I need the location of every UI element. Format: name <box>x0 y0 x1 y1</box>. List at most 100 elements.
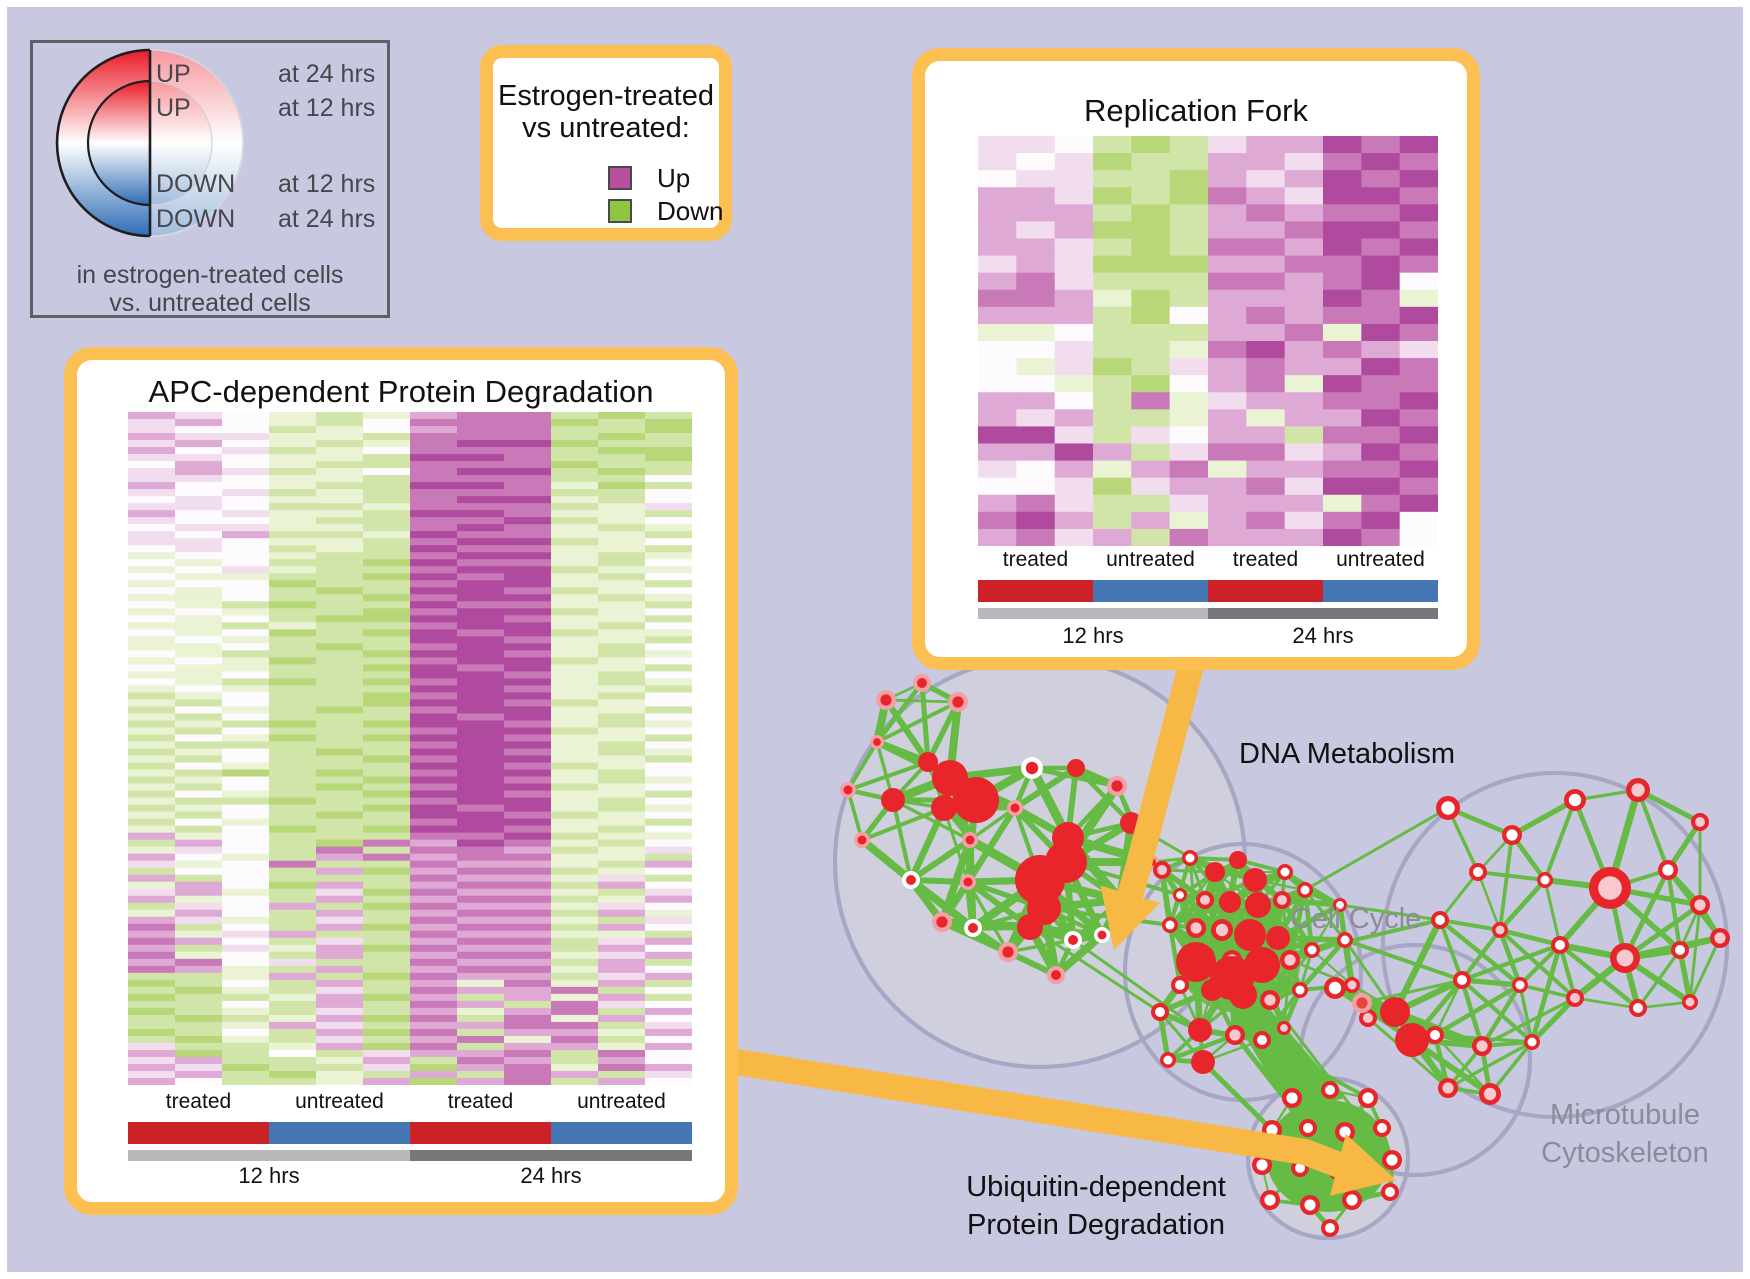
heatmap-cell <box>222 965 270 974</box>
heatmap-cell <box>175 951 223 960</box>
heatmap-cell <box>128 433 176 441</box>
heatmap-cell <box>1399 306 1438 325</box>
heatmap-cell <box>269 888 317 897</box>
heatmap-cell <box>645 881 692 890</box>
heatmap-cell <box>598 426 646 434</box>
heatmap-cell <box>1284 187 1324 205</box>
heatmap-cell <box>222 720 270 729</box>
network-node-core <box>1483 1087 1497 1101</box>
heatmap-cell <box>598 545 646 553</box>
heatmap-cell <box>1284 306 1324 325</box>
heatmap-cell <box>222 944 270 953</box>
heatmap-cell <box>457 475 505 483</box>
heatmap-cell <box>551 650 599 658</box>
heatmap-cell <box>598 517 646 525</box>
heatmap-cell <box>551 524 599 532</box>
heatmap-cell <box>222 685 270 694</box>
heatmap-cell <box>457 468 505 476</box>
heatmap-cell <box>269 755 317 764</box>
heatmap-cell <box>1323 426 1362 445</box>
heatmap-cell <box>222 650 270 658</box>
heatmap-cell <box>551 657 599 665</box>
network-edge <box>968 806 1017 842</box>
heatmap-cell <box>1093 170 1132 188</box>
heatmap-cell <box>598 937 646 946</box>
heatmap-cell <box>316 944 364 953</box>
heatmap-cell <box>645 902 692 911</box>
network-edge <box>874 680 925 745</box>
heatmap-cell <box>1208 272 1247 291</box>
heatmap-cell <box>316 587 364 595</box>
heatmap-cell <box>598 587 646 595</box>
heatmap-cell <box>363 972 411 981</box>
heatmap-cell <box>128 692 176 701</box>
heatmap-cell <box>175 734 223 743</box>
heatmap-cell <box>598 1007 646 1016</box>
heatmap-cell <box>269 573 317 581</box>
heatmap-cell <box>222 1070 270 1079</box>
heatmap-cell <box>1361 477 1401 496</box>
heatmap-cell <box>598 538 646 546</box>
heatmap-cell <box>316 1035 364 1044</box>
heatmap-cell <box>551 902 599 911</box>
heatmap-cell <box>222 433 270 441</box>
heatmap-cell <box>1246 272 1286 291</box>
heatmap-cell <box>1323 238 1362 257</box>
network-node <box>1017 914 1043 940</box>
heatmap-cell <box>316 1056 364 1065</box>
heatmap-cell <box>316 727 364 736</box>
heatmap-cell <box>222 916 270 925</box>
network-edge <box>845 759 931 793</box>
heatmap-cell <box>504 944 552 953</box>
heatmap-cell <box>316 531 364 539</box>
heatmap-cell <box>598 776 646 785</box>
heatmap-cell <box>504 930 552 939</box>
heatmap-cell <box>316 692 364 701</box>
heatmap-cell <box>551 909 599 918</box>
down-color-swatch <box>608 199 632 223</box>
heatmap-cell <box>128 1021 176 1030</box>
heatmap-cell <box>551 622 599 630</box>
heatmap-cell <box>269 685 317 694</box>
heatmap-cell <box>222 657 270 665</box>
heatmap-cell <box>269 783 317 792</box>
heatmap-cell <box>128 755 176 764</box>
network-node-core <box>1157 865 1167 875</box>
heatmap-cell <box>1399 375 1438 393</box>
network-node <box>1266 926 1290 950</box>
heatmap-cell <box>222 979 270 988</box>
heatmap-cell <box>363 678 411 687</box>
heatmap-cell <box>551 482 599 490</box>
heatmap-cell <box>1361 136 1401 154</box>
heatmap-cell <box>1208 170 1247 188</box>
heatmap-cell <box>504 538 552 546</box>
network-edge <box>846 788 864 842</box>
heatmap-cell <box>645 678 692 687</box>
heatmap-cell <box>1323 170 1362 188</box>
heatmap-cell <box>269 727 317 736</box>
heatmap-cell <box>504 566 552 574</box>
heatmap-cell <box>222 461 270 469</box>
heatmap-cell <box>598 412 646 420</box>
heatmap-cell <box>504 713 552 722</box>
heatmap-cell <box>457 1007 505 1016</box>
heatmap-cell <box>269 531 317 539</box>
heatmap-cell <box>457 818 505 827</box>
heatmap-cell <box>128 531 176 539</box>
heatmap-cell <box>269 965 317 974</box>
heatmap-cell <box>410 552 458 560</box>
heatmap-cell <box>457 867 505 876</box>
heatmap-cell <box>598 699 646 708</box>
heatmap-cell <box>457 727 505 736</box>
heatmap-cell <box>410 916 458 925</box>
heatmap-cell <box>645 832 692 841</box>
heatmap-cell <box>363 538 411 546</box>
heatmap-cell <box>645 496 692 504</box>
heatmap-cell <box>1323 528 1362 546</box>
heatmap-cell <box>645 426 692 434</box>
heatmap-cell <box>504 608 552 616</box>
network-node-core <box>952 696 964 708</box>
heatmap-cell <box>645 580 692 588</box>
heatmap-cell <box>457 545 505 553</box>
heatmap-cell <box>457 965 505 974</box>
